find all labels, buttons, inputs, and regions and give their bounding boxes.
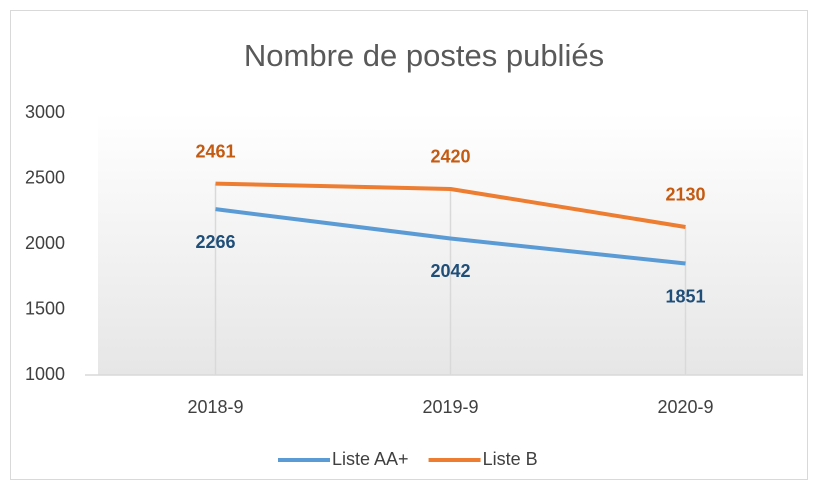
legend-label: Liste B	[483, 449, 538, 469]
data-label: 2130	[665, 185, 705, 205]
legend-label: Liste AA+	[332, 449, 409, 469]
y-tick-label: 2500	[25, 167, 65, 187]
x-tick-label: 2018-9	[187, 397, 243, 417]
data-label: 2266	[195, 232, 235, 252]
line-series	[215, 181, 686, 229]
y-tick-label: 1000	[25, 364, 65, 384]
y-tick-label: 1500	[25, 298, 65, 318]
x-tick-label: 2019-9	[422, 397, 478, 417]
data-label: 2461	[195, 141, 235, 161]
x-tick-label: 2020-9	[657, 397, 713, 417]
y-tick-label: 2000	[25, 233, 65, 253]
data-label: 2420	[430, 147, 470, 167]
line-series	[215, 207, 686, 266]
data-label: 2042	[430, 261, 470, 281]
chart-title: Nombre de postes publiés	[244, 38, 604, 73]
y-tick-label: 3000	[25, 102, 65, 122]
data-label: 1851	[665, 286, 705, 306]
